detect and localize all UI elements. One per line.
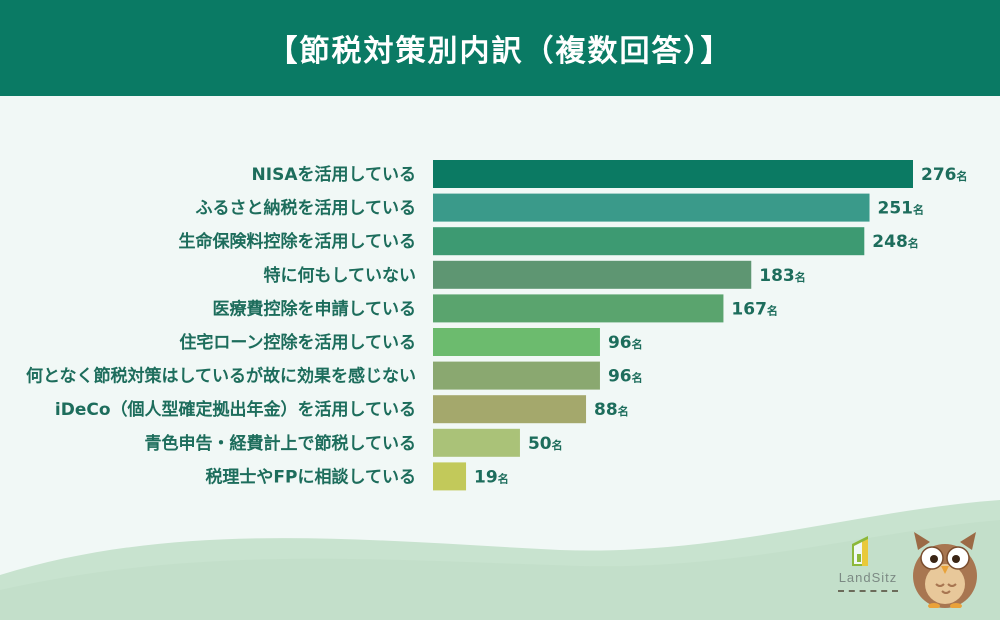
bar-3 bbox=[433, 260, 752, 289]
value-label-7: 88名 bbox=[594, 400, 629, 420]
bar-4 bbox=[433, 294, 724, 323]
category-label-5: 住宅ローン控除を活用している bbox=[179, 332, 416, 353]
category-label-4: 医療費控除を申請している bbox=[213, 298, 417, 319]
landsitz-logo-icon bbox=[852, 536, 868, 566]
value-label-2: 248名 bbox=[872, 232, 919, 252]
value-label-6: 96名 bbox=[608, 367, 643, 387]
category-label-8: 青色申告・経費計上で節税している bbox=[145, 433, 417, 454]
chart-header: 【節税対策別内訳（複数回答）】 bbox=[0, 0, 1000, 96]
owl-mascot-icon bbox=[913, 532, 977, 608]
value-label-4: 167名 bbox=[731, 299, 778, 319]
value-label-1: 251名 bbox=[878, 199, 925, 219]
chart-title: 【節税対策別内訳（複数回答）】 bbox=[267, 34, 733, 69]
category-label-0: NISAを活用している bbox=[252, 164, 416, 185]
bar-1 bbox=[433, 193, 870, 222]
landsitz-logo: LandSitz bbox=[828, 532, 908, 604]
category-label-2: 生命保険料控除を活用している bbox=[179, 231, 417, 252]
value-label-5: 96名 bbox=[608, 333, 643, 353]
bar-0 bbox=[433, 160, 913, 188]
category-label-6: 何となく節税対策はしているが故に効果を感じない bbox=[26, 366, 416, 387]
logo-underline bbox=[838, 590, 898, 592]
background-wave-light bbox=[0, 520, 1000, 620]
category-label-7: iDeCo（個人型確定拠出年金）を活用している bbox=[55, 399, 416, 420]
category-label-9: 税理士やFPに相談している bbox=[205, 466, 416, 487]
bar-7 bbox=[433, 395, 587, 424]
bar-8 bbox=[433, 428, 520, 457]
category-label-3: 特に何もしていない bbox=[264, 265, 417, 286]
bar-9 bbox=[433, 462, 467, 491]
logo-text: LandSitz bbox=[838, 570, 898, 585]
value-label-3: 183名 bbox=[759, 266, 806, 286]
value-label-8: 50名 bbox=[528, 434, 563, 454]
category-label-1: ふるさと納税を活用している bbox=[196, 198, 417, 219]
value-label-9: 19名 bbox=[474, 467, 509, 487]
bar-6 bbox=[433, 361, 600, 390]
bar-2 bbox=[433, 227, 865, 256]
bar-5 bbox=[433, 328, 600, 356]
value-label-0: 276名 bbox=[921, 165, 968, 185]
